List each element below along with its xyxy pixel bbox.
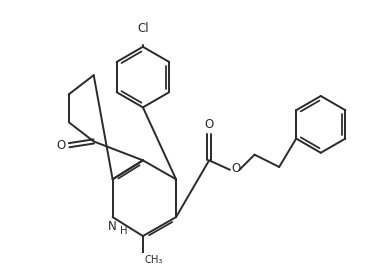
Text: H: H (120, 226, 128, 236)
Text: CH₃: CH₃ (145, 255, 163, 265)
Text: Cl: Cl (137, 22, 149, 35)
Text: O: O (232, 162, 241, 175)
Text: O: O (56, 139, 65, 152)
Text: N: N (108, 220, 117, 233)
Text: O: O (204, 118, 214, 131)
